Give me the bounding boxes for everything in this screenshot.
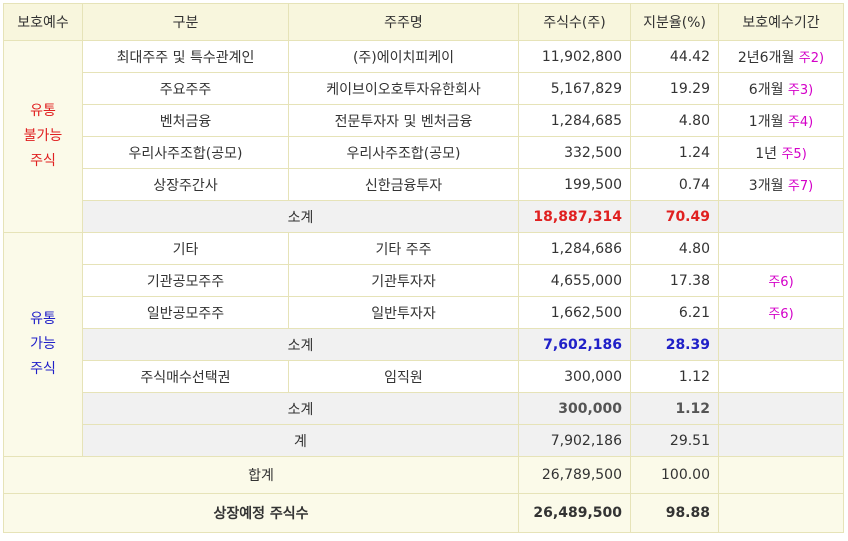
total-row-tradable: 계 7,902,186 29.51 (4, 424, 844, 457)
subtotal-row-options: 소계 300,000 1.12 (4, 392, 844, 425)
table-row: 일반공모주주 일반투자자 1,662,500 6.21 주6) (4, 296, 844, 329)
table-row: 주식매수선택권 임직원 300,000 1.12 (4, 360, 844, 393)
subtotal-row-locked: 소계 18,887,314 70.49 (4, 200, 844, 233)
footnote-ref: 주6) (718, 296, 844, 329)
listing-row: 상장예정 주식수 26,489,500 98.88 (3, 493, 844, 533)
footnote-ref: 주7) (787, 178, 814, 194)
table-row: 우리사주조합(공모) 우리사주조합(공모) 332,500 1.24 1년 주5… (4, 136, 844, 169)
header-ratio: 지분율(%) (630, 3, 719, 41)
period-cell: 2년6개월 주2) (718, 40, 844, 73)
period-cell: 1년 주5) (718, 136, 844, 169)
header-lockup: 보호예수 (3, 3, 83, 41)
footnote-ref: 주3) (787, 82, 814, 98)
period-cell: 6개월 주3) (718, 72, 844, 105)
header-category: 구분 (82, 3, 289, 41)
header-holder: 주주명 (288, 3, 519, 41)
period-cell: 3개월 주7) (718, 168, 844, 201)
header-row: 보호예수 구분 주주명 주식수(주) 지분율(%) 보호예수기간 (3, 3, 844, 41)
footnote-ref: 주2) (798, 50, 825, 66)
header-shares: 주식수(주) (518, 3, 631, 41)
table-row: 주요주주 케이브이오호투자유한회사 5,167,829 19.29 6개월 주3… (4, 72, 844, 105)
footnote-ref: 주5) (781, 146, 807, 162)
table-row: 유통 가능 주식 기타 기타 주주 1,284,686 4.80 (3, 232, 844, 457)
period-cell: 1개월 주4) (718, 104, 844, 137)
footnote-ref: 주4) (787, 114, 814, 130)
subtotal-row-tradable: 소계 7,602,186 28.39 (4, 328, 844, 361)
header-period: 보호예수기간 (718, 3, 844, 41)
shareholder-lockup-table: 보호예수 구분 주주명 주식수(주) 지분율(%) 보호예수기간 유통 불가능 … (3, 3, 844, 533)
table-row: 유통 불가능 주식 최대주주 및 특수관계인 (주)에이치피케이 11,902,… (3, 40, 844, 233)
group-label-tradable: 유통 가능 주식 (3, 232, 83, 457)
footnote-ref: 주6) (718, 264, 844, 297)
table-row: 상장주간사 신한금융투자 199,500 0.74 3개월 주7) (4, 168, 844, 201)
table-row: 벤처금융 전문투자자 및 벤처금융 1,284,685 4.80 1개월 주4) (4, 104, 844, 137)
group-label-locked: 유통 불가능 주식 (3, 40, 83, 233)
sum-row: 합계 26,789,500 100.00 (3, 456, 844, 494)
table-row: 기관공모주주 기관투자자 4,655,000 17.38 주6) (4, 264, 844, 297)
